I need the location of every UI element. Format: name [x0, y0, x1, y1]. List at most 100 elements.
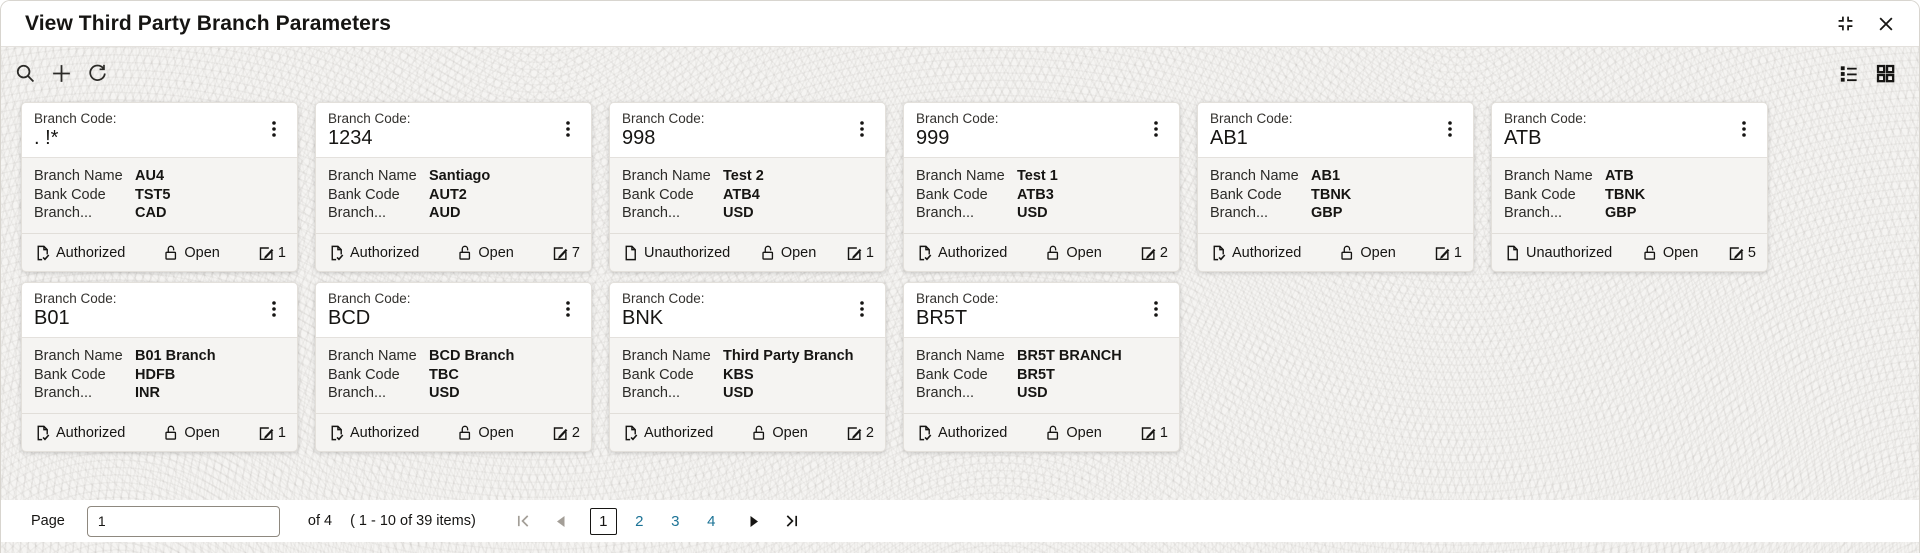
kebab-icon	[1742, 121, 1746, 137]
branch-name-label: Branch Name	[916, 168, 1005, 184]
authorization-status-icon	[37, 245, 51, 261]
grid-view-button[interactable]	[1874, 62, 1897, 85]
page-1-button[interactable]: 1	[589, 507, 617, 535]
card-menu-button[interactable]	[261, 115, 287, 146]
search-button[interactable]	[14, 62, 37, 85]
branch-card[interactable]: Branch Code: BR5T Branch Name BR5T BRANCH…	[903, 282, 1180, 452]
branch-currency-value: USD	[1017, 205, 1048, 221]
record-status: Open	[456, 244, 514, 262]
branch-name-value: Santiago	[429, 168, 491, 184]
authorization-status-text: Authorized	[56, 424, 126, 441]
card-menu-button[interactable]	[1731, 115, 1757, 146]
branch-name-label: Branch Name	[1210, 168, 1299, 184]
card-menu-button[interactable]	[261, 295, 287, 326]
branch-code-label: Branch Code:	[916, 111, 999, 126]
branch-card[interactable]: Branch Code: BNK Branch Name Third Party …	[609, 282, 886, 452]
card-menu-button[interactable]	[555, 295, 581, 326]
branch-currency-label: Branch...	[916, 385, 975, 401]
bank-code-value: AUT2	[429, 186, 467, 203]
branch-code-label: Branch Code:	[1210, 111, 1293, 126]
modification-count: 1	[257, 244, 286, 262]
edit-icon	[1729, 246, 1744, 260]
branch-code-label: Branch Code:	[328, 111, 411, 126]
branch-code-value: BNK	[622, 307, 664, 329]
bank-code-label: Bank Code	[34, 366, 106, 383]
page-2-button[interactable]: 2	[626, 508, 653, 535]
page-number-input[interactable]	[86, 505, 280, 537]
branch-name-label: Branch Name	[1504, 168, 1593, 184]
authorization-status-icon	[919, 425, 933, 441]
card-menu-button[interactable]	[849, 295, 875, 326]
branch-card[interactable]: Branch Code: AB1 Branch Name AB1 Bank Cod…	[1197, 102, 1474, 272]
card-header: Branch Code: BNK	[610, 283, 885, 338]
bank-code-value: TBNK	[1605, 186, 1646, 203]
modification-count: 2	[845, 424, 874, 442]
close-button[interactable]	[1877, 15, 1895, 33]
record-status: Open	[1338, 244, 1396, 262]
page-of-text: of 4	[307, 513, 333, 529]
branch-card[interactable]: Branch Code: . !* Branch Name AU4 Bank Co…	[21, 102, 298, 272]
open-padlock-icon	[1644, 245, 1655, 260]
card-menu-button[interactable]	[849, 115, 875, 146]
bank-code-label: Bank Code	[916, 366, 988, 383]
modification-count-value: 7	[571, 244, 580, 261]
branch-currency-value: USD	[723, 385, 754, 401]
card-menu-button[interactable]	[555, 115, 581, 146]
branch-card[interactable]: Branch Code: B01 Branch Name B01 Branch B…	[21, 282, 298, 452]
card-body: Branch Name Third Party Branch Bank Code K…	[610, 338, 885, 414]
list-view-button[interactable]	[1837, 62, 1860, 85]
branch-card[interactable]: Branch Code: 999 Branch Name Test 1 Bank …	[903, 102, 1180, 272]
bank-code-label: Bank Code	[1504, 186, 1576, 203]
branch-card[interactable]: Branch Code: 998 Branch Name Test 2 Bank …	[609, 102, 886, 272]
authorization-status: Authorized	[34, 424, 125, 442]
record-status-text: Open	[1066, 424, 1102, 441]
card-body: Branch Name Santiago Bank Code AUT2 Branch…	[316, 158, 591, 234]
card-body: Branch Name AU4 Bank Code TST5 Branch... CA…	[22, 158, 297, 234]
branch-code-label: Branch Code:	[34, 111, 117, 126]
edit-icon	[553, 246, 568, 260]
branch-currency-label: Branch...	[916, 205, 975, 221]
card-menu-button[interactable]	[1143, 115, 1169, 146]
modification-count-value: 5	[1747, 244, 1756, 261]
modification-count-value: 2	[1159, 244, 1168, 261]
branch-code-value: AB1	[1210, 127, 1248, 149]
branch-name-value: Test 2	[723, 168, 764, 184]
edit-icon	[259, 426, 274, 440]
card-footer: Authorized Open 2	[904, 234, 1179, 271]
card-body: Branch Name B01 Branch Bank Code HDFB Bran…	[22, 338, 297, 414]
authorization-status-icon	[625, 245, 636, 260]
authorization-status-text: Authorized	[350, 424, 420, 441]
open-padlock-icon	[762, 245, 773, 260]
branch-card[interactable]: Branch Code: 1234 Branch Name Santiago Ba…	[315, 102, 592, 272]
branch-card[interactable]: Branch Code: BCD Branch Name BCD Branch B…	[315, 282, 592, 452]
branch-name-label: Branch Name	[328, 168, 417, 184]
kebab-icon	[860, 121, 864, 137]
resize-button[interactable]	[1836, 14, 1855, 33]
branch-name-value: AB1	[1311, 168, 1341, 184]
record-status-text: Open	[478, 244, 514, 261]
previous-page-button[interactable]	[555, 515, 566, 528]
page-4-button[interactable]: 4	[698, 508, 725, 535]
last-page-button[interactable]	[784, 513, 799, 529]
refresh-button[interactable]	[86, 62, 109, 85]
card-header: Branch Code: B01	[22, 283, 297, 338]
add-button[interactable]	[50, 62, 73, 85]
kebab-icon	[1154, 301, 1158, 317]
open-padlock-icon	[165, 425, 177, 440]
card-body: Branch Name ATB Bank Code TBNK Branch... GB…	[1492, 158, 1767, 234]
page-3-button[interactable]: 3	[662, 508, 689, 535]
branch-card[interactable]: Branch Code: ATB Branch Name ATB Bank Cod…	[1491, 102, 1768, 272]
branch-currency-value: CAD	[135, 205, 167, 221]
record-status-text: Open	[184, 424, 220, 441]
card-menu-button[interactable]	[1143, 295, 1169, 326]
window-header: View Third Party Branch Parameters	[1, 1, 1919, 47]
open-padlock-icon	[1047, 245, 1059, 260]
card-header: Branch Code: AB1	[1198, 103, 1473, 158]
authorization-status: Unauthorized	[1504, 244, 1612, 262]
first-page-button[interactable]	[516, 513, 531, 529]
card-menu-button[interactable]	[1437, 115, 1463, 146]
bank-code-label: Bank Code	[622, 366, 694, 383]
branch-name-label: Branch Name	[916, 348, 1005, 364]
modification-count-value: 1	[1453, 244, 1462, 261]
next-page-button[interactable]	[749, 515, 760, 528]
